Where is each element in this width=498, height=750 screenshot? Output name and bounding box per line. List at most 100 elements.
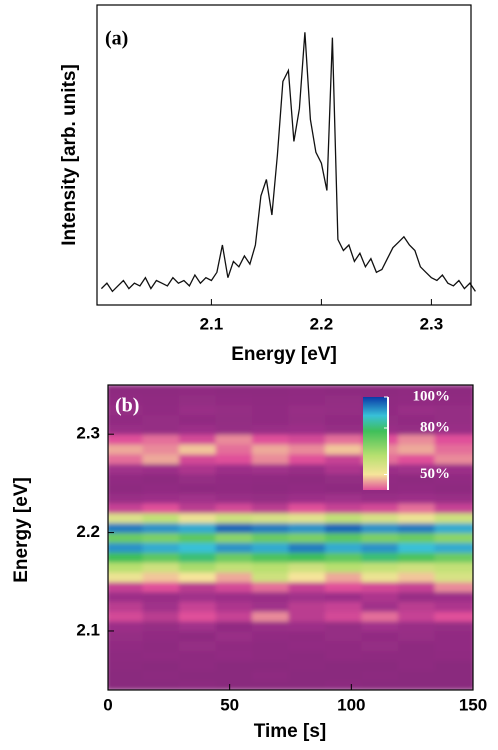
heatmap-cell bbox=[216, 640, 257, 651]
heatmap-cell bbox=[143, 463, 184, 474]
heatmap-cell bbox=[362, 493, 403, 504]
heatmap-cell bbox=[143, 601, 184, 612]
heatmap-cell bbox=[179, 473, 220, 484]
heatmap-cell bbox=[325, 640, 366, 651]
heatmap-cell bbox=[289, 512, 330, 523]
heatmap-cell bbox=[398, 512, 439, 523]
heatmap-cell bbox=[106, 542, 147, 553]
heatmap-cell bbox=[252, 503, 293, 514]
heatmap-cell bbox=[362, 640, 403, 651]
heatmap-cell bbox=[143, 611, 184, 622]
heatmap-cell bbox=[398, 611, 439, 622]
heatmap-cell bbox=[179, 562, 220, 573]
heatmap-cell bbox=[179, 611, 220, 622]
heatmap-cell bbox=[216, 660, 257, 671]
heatmap-cell bbox=[325, 453, 366, 464]
heatmap-cell bbox=[435, 483, 476, 494]
heatmap-cell bbox=[398, 630, 439, 641]
heatmap-cell bbox=[216, 503, 257, 514]
x-tick-label: 2.3 bbox=[420, 314, 444, 333]
heatmap-cell bbox=[106, 463, 147, 474]
heatmap-cell bbox=[325, 434, 366, 445]
heatmap-cell bbox=[362, 591, 403, 602]
heatmap-cell bbox=[179, 404, 220, 415]
heatmap-cell bbox=[179, 591, 220, 602]
heatmap-cell bbox=[325, 463, 366, 474]
heatmap-cell bbox=[362, 562, 403, 573]
heatmap-cell bbox=[106, 434, 147, 445]
heatmap-cell bbox=[252, 601, 293, 612]
heatmap-cell bbox=[143, 434, 184, 445]
heatmap-cell bbox=[362, 601, 403, 612]
heatmap-cell bbox=[325, 650, 366, 661]
heatmap-cell bbox=[289, 385, 330, 396]
heatmap-cell bbox=[289, 424, 330, 435]
heatmap-cell bbox=[179, 453, 220, 464]
colorbar-tick-label: 80% bbox=[420, 419, 450, 435]
heatmap-cell bbox=[398, 680, 439, 691]
heatmap-cell bbox=[362, 680, 403, 691]
heatmap-cell bbox=[325, 473, 366, 484]
heatmap-cell bbox=[252, 571, 293, 582]
heatmap-cell bbox=[398, 591, 439, 602]
heatmap-cell bbox=[325, 385, 366, 396]
heatmap-cell bbox=[252, 394, 293, 405]
heatmap-cell bbox=[216, 680, 257, 691]
heatmap-cell bbox=[289, 444, 330, 455]
heatmap-cell bbox=[216, 591, 257, 602]
heatmap-cell bbox=[325, 493, 366, 504]
heatmap-cell bbox=[252, 522, 293, 533]
heatmap-cell bbox=[289, 493, 330, 504]
heatmap-cell bbox=[106, 473, 147, 484]
heatmap-cell bbox=[252, 473, 293, 484]
heatmap-cell bbox=[435, 453, 476, 464]
heatmap-cell bbox=[435, 670, 476, 681]
heatmap-cell bbox=[435, 552, 476, 563]
heatmap-cell bbox=[216, 453, 257, 464]
heatmap-cell bbox=[398, 404, 439, 415]
heatmap-cell bbox=[106, 453, 147, 464]
heatmap-cell bbox=[435, 601, 476, 612]
heatmap-cell bbox=[179, 483, 220, 494]
heatmap-cell bbox=[106, 562, 147, 573]
heatmap-cell bbox=[362, 650, 403, 661]
heatmap-cell bbox=[362, 552, 403, 563]
heatmap-cell bbox=[143, 552, 184, 563]
heatmap-cell bbox=[179, 630, 220, 641]
heatmap-cell bbox=[325, 394, 366, 405]
heatmap-cell bbox=[216, 414, 257, 425]
heatmap-cell bbox=[252, 552, 293, 563]
heatmap-cell bbox=[216, 650, 257, 661]
heatmap-cell bbox=[435, 512, 476, 523]
y-tick-label: 2.3 bbox=[76, 424, 100, 443]
heatmap-cell bbox=[325, 581, 366, 592]
heatmap-cell bbox=[362, 532, 403, 543]
heatmap-cell bbox=[289, 670, 330, 681]
heatmap-cell bbox=[179, 414, 220, 425]
heatmap-cell bbox=[289, 414, 330, 425]
heatmap-cell bbox=[179, 522, 220, 533]
heatmap-cell bbox=[143, 640, 184, 651]
heatmap-cell bbox=[325, 444, 366, 455]
heatmap-cell bbox=[435, 581, 476, 592]
heatmap-cell bbox=[289, 562, 330, 573]
heatmap-cell bbox=[252, 434, 293, 445]
heatmap-cell bbox=[325, 591, 366, 602]
heatmap-cell bbox=[216, 552, 257, 563]
heatmap-cell bbox=[179, 680, 220, 691]
x-tick-label: 50 bbox=[220, 695, 239, 714]
heatmap-cell bbox=[252, 404, 293, 415]
heatmap-cell bbox=[289, 522, 330, 533]
heatmap-cell bbox=[179, 463, 220, 474]
heatmap-cell bbox=[252, 581, 293, 592]
heatmap-cell bbox=[216, 532, 257, 543]
heatmap-cell bbox=[398, 562, 439, 573]
heatmap-cell bbox=[289, 601, 330, 612]
heatmap-cell bbox=[143, 522, 184, 533]
heatmap-cell bbox=[289, 611, 330, 622]
heatmap-cell bbox=[289, 434, 330, 445]
heatmap-cell bbox=[143, 493, 184, 504]
heatmap-cell bbox=[179, 512, 220, 523]
heatmap-cell bbox=[398, 493, 439, 504]
heatmap-cell bbox=[216, 611, 257, 622]
